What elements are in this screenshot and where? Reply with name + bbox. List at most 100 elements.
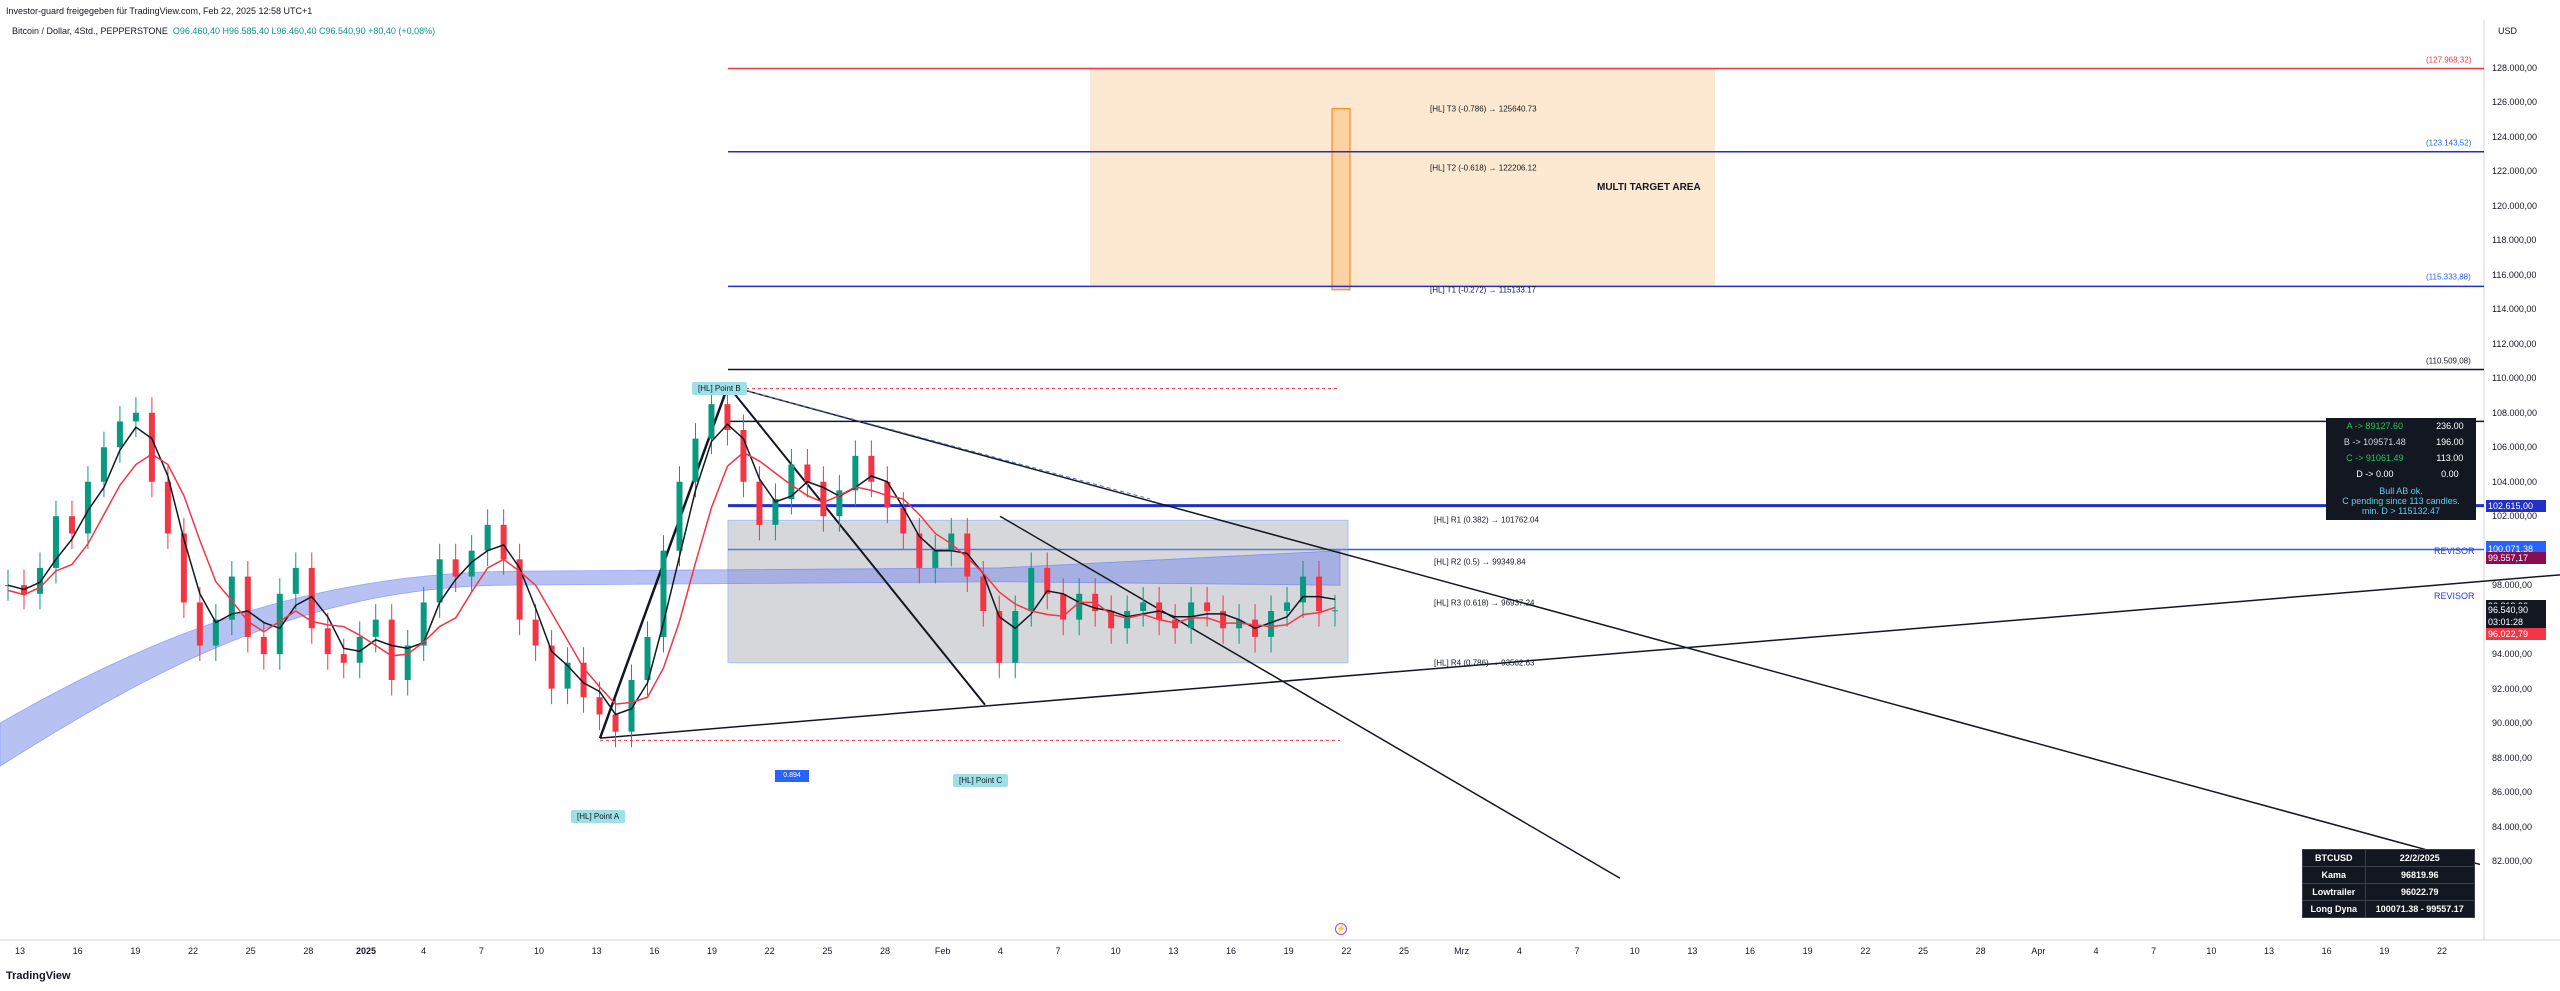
- y-tick-label: 86.000,00: [2492, 787, 2533, 798]
- y-tick-label: 120.000,00: [2492, 200, 2538, 211]
- y-tick-label: 90.000,00: [2492, 718, 2533, 729]
- abcd-row: C -> 91061.49 113.00: [2326, 450, 2476, 466]
- y-tick-label: 88.000,00: [2492, 752, 2533, 763]
- x-tick-label: 19: [1283, 946, 1294, 956]
- candle-body: [932, 550, 939, 568]
- abcd-note-1: Bull AB ok.: [2379, 486, 2423, 496]
- candle-body: [580, 662, 587, 698]
- candle-body: [436, 559, 443, 603]
- x-tick-label: 22: [764, 946, 775, 956]
- candle-body: [308, 567, 315, 629]
- candle-body: [836, 490, 843, 517]
- x-tick-label: 25: [1917, 946, 1929, 956]
- price-tag: 99.557,17: [2486, 552, 2546, 565]
- fib-level-label: [HL] T1 (-0.272) → 115133.17: [1430, 285, 1536, 295]
- indicator-row-value: 96819.96: [2364, 866, 2476, 884]
- candle-body: [1332, 610, 1338, 612]
- x-tick-label: 28: [879, 946, 891, 956]
- y-tick-label: 122.000,00: [2492, 166, 2538, 177]
- x-tick-label: 25: [1398, 946, 1410, 956]
- x-tick-label: 19: [130, 946, 141, 956]
- candle-body: [1236, 619, 1243, 629]
- candle-body: [1188, 602, 1195, 629]
- fib-level-label: [HL] R4 (0.786) → 93502.63: [1434, 658, 1535, 668]
- candle-body: [84, 481, 91, 534]
- indicator-row-label: Long Dyna: [2302, 900, 2366, 918]
- indicator-row-value: 100071.38 - 99557.17: [2364, 900, 2476, 918]
- point-c-label[interactable]: [HL] Point C: [953, 774, 1009, 787]
- candle-body: [532, 619, 539, 646]
- indicator-row: Lowtrailer 96022.79: [2302, 883, 2476, 901]
- indicator-row-label: Lowtrailer: [2302, 883, 2366, 901]
- x-tick-label: 16: [1225, 946, 1237, 956]
- black-moving-average: [7, 423, 1336, 716]
- candle-body: [484, 524, 491, 551]
- indicator-row-value: 22/2/2025: [2364, 849, 2476, 867]
- candle-body: [1108, 611, 1115, 629]
- candle-body: [148, 412, 155, 482]
- candle-body: [196, 602, 203, 646]
- abcd-row: D -> 0.00 0.00: [2326, 466, 2476, 482]
- candle-body: [724, 404, 731, 431]
- fib-level-label: [HL] R1 (0.382) → 101762.04: [1434, 515, 1539, 525]
- x-tick-label: 10: [1110, 946, 1121, 956]
- candle-body: [788, 464, 795, 499]
- indicator-row: BTCUSD 22/2/2025: [2302, 849, 2476, 867]
- point-a-label[interactable]: [HL] Point A: [571, 810, 626, 823]
- candle-body: [132, 412, 139, 422]
- support-trendline: [599, 574, 2560, 739]
- candle-body: [116, 421, 123, 448]
- candle-body: [452, 559, 459, 577]
- ratio-box[interactable]: 0.894: [775, 770, 809, 782]
- x-tick-label: 22: [187, 946, 199, 956]
- abcd-note-3: min. D > 115132.47: [2361, 506, 2441, 516]
- x-tick-label: 16: [649, 946, 660, 956]
- candle-body: [276, 593, 283, 655]
- candle-body: [1172, 619, 1179, 629]
- candle-body: [676, 481, 683, 551]
- candle-body: [820, 481, 827, 517]
- level-price-label: (127.968,32): [2426, 55, 2472, 65]
- y-tick-label: 110.000,00: [2492, 373, 2537, 384]
- abcd-row-label: C -> 91061.49: [2346, 453, 2404, 463]
- candle-body: [916, 533, 923, 568]
- x-tick-label: 2025: [355, 946, 377, 956]
- candle-body: [564, 662, 571, 689]
- x-tick-label: 16: [2321, 946, 2332, 956]
- candle-body: [1060, 593, 1067, 620]
- pattern-bc-line: [727, 385, 986, 706]
- tradingview-logo[interactable]: TradingView: [6, 970, 71, 982]
- x-tick-label: 28: [1975, 946, 1986, 956]
- candle-body: [900, 507, 907, 534]
- currency-label[interactable]: USD: [2498, 26, 2518, 36]
- candle-body: [340, 654, 347, 663]
- x-tick-label: 4: [1516, 946, 1522, 956]
- candle-body: [100, 447, 107, 482]
- candle-body: [948, 533, 955, 551]
- candle-body: [180, 533, 187, 603]
- resistance-trendline: [727, 384, 2481, 866]
- candle-body: [1140, 602, 1147, 612]
- y-tick-label: 82.000,00: [2492, 856, 2533, 866]
- point-b-label[interactable]: [HL] Point B: [692, 382, 747, 395]
- y-tick-label: 128.000,00: [2492, 63, 2538, 73]
- abcd-info-table: A -> 89127.60 236.00 B -> 109571.48 196.00 C…: [2326, 418, 2476, 520]
- indicator-row-label: Kama: [2302, 866, 2366, 884]
- candle-body: [964, 533, 971, 577]
- abcd-row: B -> 109571.48 196.00: [2326, 434, 2476, 450]
- candle-body: [52, 516, 59, 568]
- symbol-header[interactable]: Bitcoin / Dollar, 4Std., PEPPERSTONE O96…: [12, 26, 435, 36]
- lightning-icon[interactable]: ⚡: [1335, 923, 1347, 935]
- x-tick-label: 7: [1055, 946, 1061, 956]
- price-tag: 102.615,00: [2486, 499, 2546, 512]
- x-tick-label: 22: [1341, 946, 1352, 956]
- candle-body: [324, 628, 331, 655]
- y-tick-label: 106.000,00: [2492, 442, 2538, 453]
- candle-body: [516, 559, 523, 620]
- x-tick-label: 19: [2379, 946, 2390, 956]
- candle-body: [612, 714, 619, 732]
- y-tick-label: 108.000,00: [2492, 407, 2538, 418]
- revisor-label-1: REVISOR: [2434, 546, 2475, 556]
- x-tick-label: 10: [1629, 946, 1640, 956]
